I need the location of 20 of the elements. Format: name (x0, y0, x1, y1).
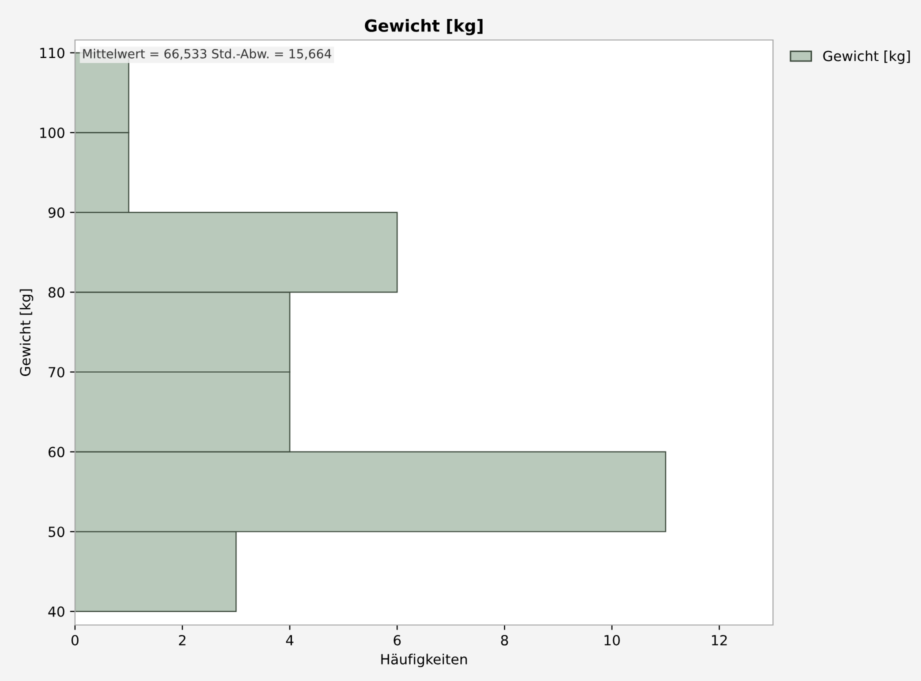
y-tick-label: 40 (48, 606, 64, 617)
chart-title: Gewicht [kg] (364, 19, 482, 36)
y-tick-label: 70 (48, 366, 64, 378)
annotation: Mittelwert = 66,533 Std.-Abw. = 15,664 (83, 48, 332, 60)
x-tick-label: 10 (604, 634, 620, 646)
y-tick-label: 90 (48, 207, 64, 218)
y-tick-label: 60 (48, 446, 64, 458)
y-axis-title: Gewicht [kg] (20, 289, 34, 376)
x-tick-label: 0 (71, 634, 78, 646)
x-tick-label: 4 (286, 635, 294, 646)
x-tick-label: 8 (501, 634, 508, 646)
y-tick-label: 50 (48, 526, 64, 538)
y-tick-label: 110 (40, 48, 64, 58)
x-axis-title: Häufigkeiten (381, 654, 467, 668)
legend-label: Gewicht [kg] (823, 50, 910, 64)
y-tick-label: 80 (48, 287, 64, 298)
y-tick-label: 100 (40, 128, 64, 138)
x-tick-label: 6 (394, 634, 401, 646)
x-tick-label: 2 (178, 634, 186, 646)
x-tick-label: 12 (712, 634, 727, 646)
